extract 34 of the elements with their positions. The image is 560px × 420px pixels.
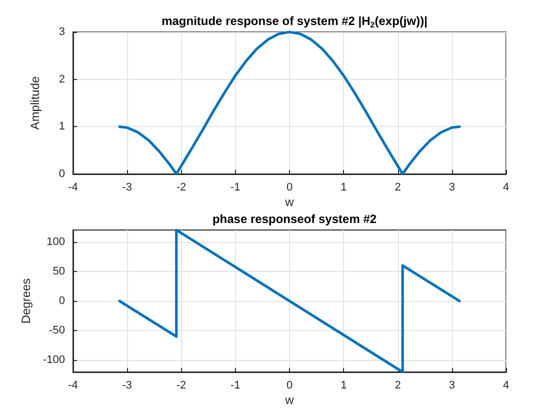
y-tick-label: -100 [42,354,65,366]
y-axis-title: Amplitude [28,76,42,130]
x-tick-label: -2 [176,182,186,194]
x-tick-label: -4 [68,380,78,392]
x-tick-label: 0 [286,380,293,392]
y-tick-label: 3 [58,26,65,38]
y-tick-label: 100 [46,236,65,248]
x-tick-label: -1 [230,182,240,194]
y-tick-label: 2 [58,73,65,86]
x-tick-label: -4 [68,182,78,194]
y-tick-label: 50 [52,265,65,278]
x-tick-label: 0 [286,182,293,194]
y-tick-label: 0 [58,168,65,180]
x-tick-label: -3 [122,380,132,392]
x-tick-label: 2 [394,182,401,194]
y-tick-label: 1 [58,120,65,133]
x-axis-title: w [284,195,294,209]
x-tick-label: 3 [448,380,455,392]
line-series [118,228,461,374]
y-tick-label: 0 [58,295,65,307]
line-series [118,30,461,176]
x-tick-label: 1 [340,182,347,194]
x-tick-label: 3 [448,182,455,194]
x-tick-label: 4 [502,182,510,194]
x-tick-label: -3 [122,182,132,194]
x-tick-label: 4 [502,380,510,392]
x-tick-label: -1 [230,380,240,392]
chart-title: phase responseof system #2 [212,212,377,226]
x-tick-label: -2 [176,380,186,392]
x-tick-label: 2 [394,380,401,392]
y-axis-title: Degrees [19,278,34,324]
y-tick-label: -50 [49,324,65,337]
x-tick-label: 1 [340,380,347,392]
x-axis-title: w [284,393,294,407]
